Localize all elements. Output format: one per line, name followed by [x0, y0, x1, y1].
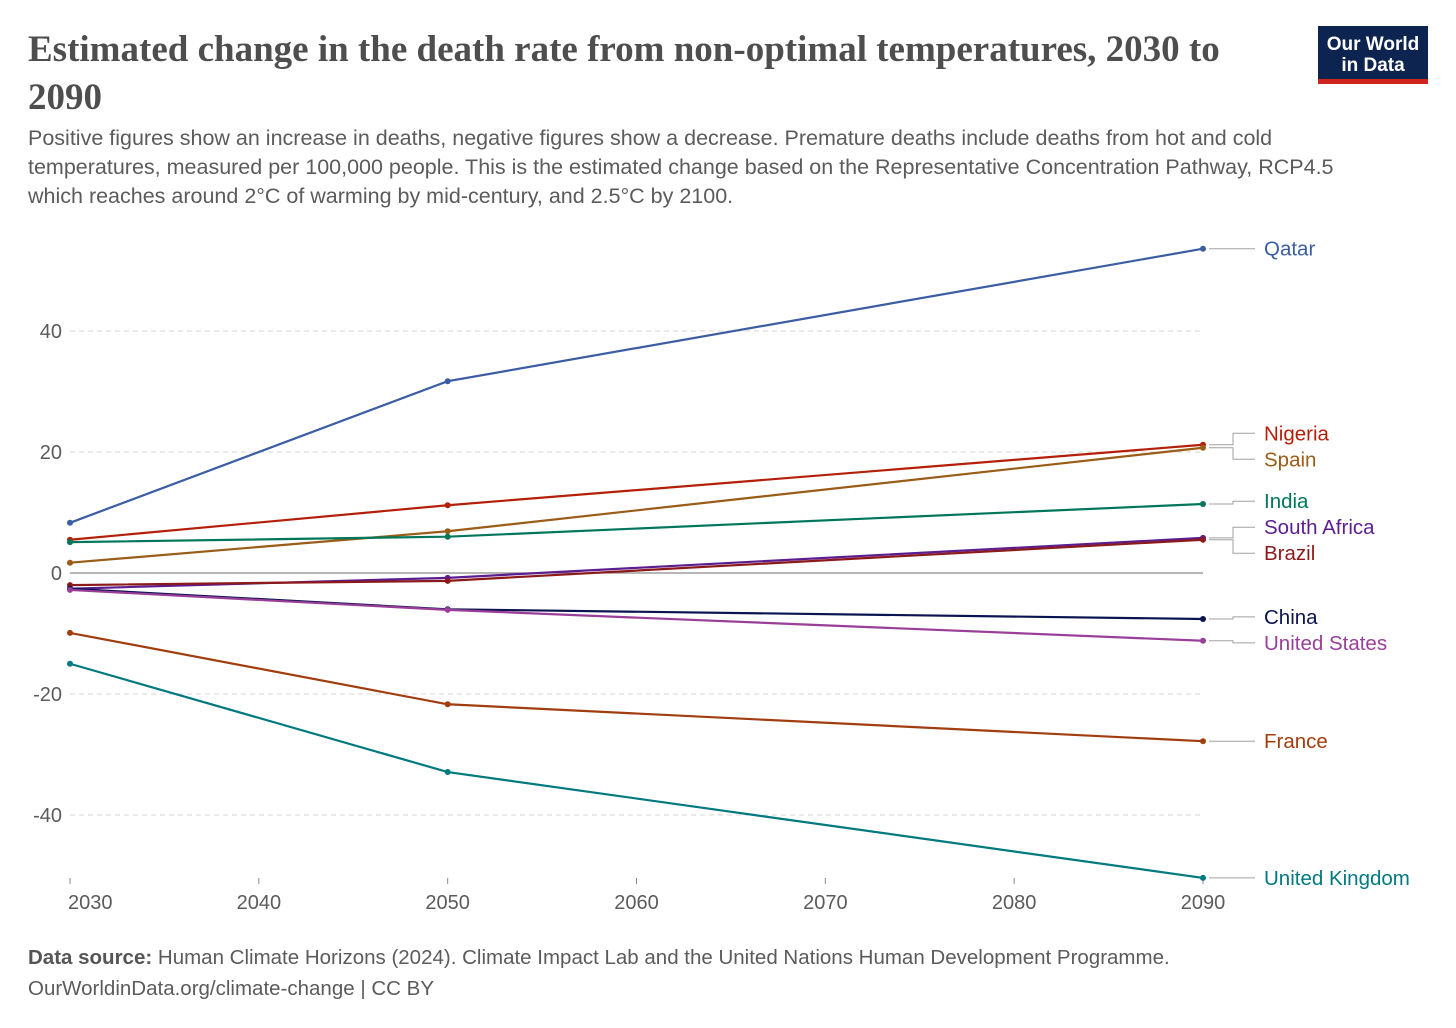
series-line-south-africa [69, 536, 1204, 590]
chart-title: Estimated change in the death rate from … [28, 29, 1220, 118]
data-point [1200, 874, 1206, 881]
footer: Data source: Human Climate Horizons (202… [28, 942, 1170, 1004]
series-line-china [69, 587, 1204, 621]
x-tick-label: 2080 [992, 892, 1037, 914]
series-label: United Kingdom [1264, 867, 1410, 890]
url-license: OurWorldinData.org/climate-change | CC B… [28, 977, 434, 1000]
data-point [1200, 536, 1206, 543]
series-line-france [69, 631, 1204, 743]
y-tick-label: -40 [33, 805, 62, 827]
label-connector [1209, 447, 1255, 460]
series-label: France [1264, 730, 1328, 753]
data-point [444, 577, 451, 584]
chart-subtitle: Positive figures show an increase in dea… [28, 126, 1334, 208]
data-point [444, 528, 451, 535]
logo-text: Our World in Data [1326, 34, 1420, 76]
data-point [444, 502, 451, 509]
series-label: United States [1264, 632, 1387, 655]
label-connector [1209, 539, 1255, 554]
source-text: Human Climate Horizons (2024). Climate I… [157, 946, 1170, 969]
x-tick-label: 2040 [237, 892, 282, 914]
data-point [67, 539, 73, 546]
x-tick-label: 2050 [425, 892, 470, 914]
y-tick-label: -20 [33, 684, 62, 706]
data-point [1200, 637, 1206, 644]
data-point [67, 586, 73, 593]
series-label: South Africa [1264, 516, 1375, 539]
data-point [67, 519, 73, 526]
data-point [67, 660, 73, 667]
label-connector [1209, 640, 1255, 644]
series-label: Brazil [1264, 542, 1315, 565]
series-label: India [1264, 490, 1309, 513]
series-line-united-kingdom [69, 662, 1204, 880]
data-point [67, 559, 73, 566]
y-tick-label: 40 [40, 321, 62, 343]
data-point [444, 378, 451, 385]
data-point [444, 533, 451, 540]
x-tick-label: 2060 [614, 892, 659, 914]
label-connector [1209, 526, 1255, 539]
label-connector [1209, 432, 1255, 446]
data-point [1200, 501, 1206, 508]
x-tick-label: 2070 [803, 892, 848, 914]
label-connector [1209, 500, 1255, 505]
series-label: Nigeria [1264, 422, 1330, 445]
series-line-qatar [69, 247, 1204, 524]
data-point [444, 701, 451, 708]
y-tick-label: 0 [51, 563, 62, 585]
y-tick-label: 20 [40, 442, 62, 464]
x-tick-label: 2030 [68, 892, 113, 914]
data-point [1200, 615, 1206, 622]
source-label: Data source: [28, 946, 153, 969]
series-label: Qatar [1264, 238, 1315, 261]
owid-logo[interactable]: Our World in Data [1318, 26, 1428, 84]
series-label: China [1264, 606, 1318, 629]
x-tick-label: 2090 [1181, 892, 1226, 914]
label-connector [1209, 616, 1255, 620]
series-label: Spain [1264, 448, 1316, 471]
data-point [67, 629, 73, 636]
series-line-spain [69, 446, 1204, 564]
data-point [1200, 245, 1206, 252]
data-point [1200, 444, 1206, 451]
data-point [444, 606, 451, 613]
data-point [1200, 738, 1206, 745]
data-point [444, 769, 451, 776]
